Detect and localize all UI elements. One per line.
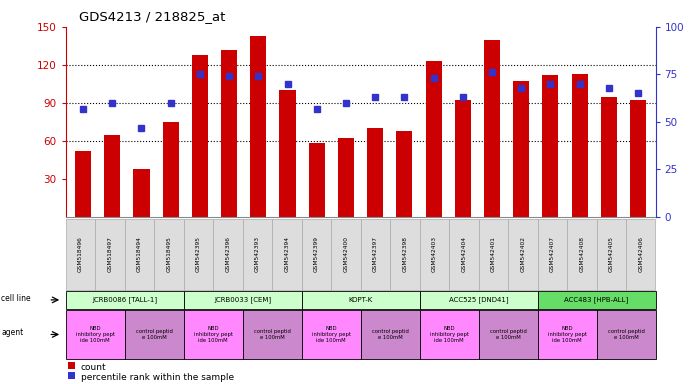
Text: percentile rank within the sample: percentile rank within the sample — [81, 372, 234, 382]
Text: JCRB0033 [CEM]: JCRB0033 [CEM] — [214, 296, 271, 303]
Text: GSM542396: GSM542396 — [226, 237, 230, 272]
Text: GSM542400: GSM542400 — [344, 237, 348, 272]
Text: GDS4213 / 218825_at: GDS4213 / 218825_at — [79, 10, 226, 23]
Bar — [426, 61, 442, 217]
Text: control peptid
e 100mM: control peptid e 100mM — [136, 329, 172, 340]
Text: control peptid
e 100mM: control peptid e 100mM — [254, 329, 290, 340]
Text: agent: agent — [1, 328, 23, 338]
Bar — [396, 131, 413, 217]
Bar — [571, 74, 588, 217]
Bar — [338, 138, 354, 217]
Text: NBD
inhibitory pept
ide 100mM: NBD inhibitory pept ide 100mM — [311, 326, 351, 343]
Bar — [221, 50, 237, 217]
Text: GSM518494: GSM518494 — [137, 237, 141, 272]
Bar — [455, 100, 471, 217]
Bar — [308, 144, 325, 217]
Text: GSM542402: GSM542402 — [520, 237, 525, 272]
Bar — [279, 90, 295, 217]
Text: ACC525 [DND41]: ACC525 [DND41] — [448, 296, 509, 303]
Bar — [601, 97, 617, 217]
Bar — [133, 169, 150, 217]
Text: GSM542405: GSM542405 — [609, 237, 613, 272]
Text: GSM542401: GSM542401 — [491, 237, 495, 272]
Text: GSM518496: GSM518496 — [78, 237, 83, 272]
Text: GSM542406: GSM542406 — [638, 237, 643, 272]
Bar — [367, 128, 383, 217]
Bar — [163, 122, 179, 217]
Text: JCRB0086 [TALL-1]: JCRB0086 [TALL-1] — [92, 296, 157, 303]
Bar — [630, 100, 646, 217]
Text: GSM542398: GSM542398 — [402, 237, 407, 272]
Bar — [75, 151, 91, 217]
Bar — [250, 36, 266, 217]
Bar — [484, 40, 500, 217]
Text: NBD
inhibitory pept
ide 100mM: NBD inhibitory pept ide 100mM — [429, 326, 469, 343]
Text: GSM542394: GSM542394 — [284, 237, 289, 272]
Text: cell line: cell line — [1, 294, 31, 303]
Text: GSM542407: GSM542407 — [550, 237, 555, 272]
Text: NBD
inhibitory pept
ide 100mM: NBD inhibitory pept ide 100mM — [75, 326, 115, 343]
Text: GSM542393: GSM542393 — [255, 237, 259, 272]
Text: GSM542404: GSM542404 — [462, 237, 466, 272]
Bar — [192, 55, 208, 217]
Text: GSM542403: GSM542403 — [432, 237, 437, 272]
Text: control peptid
e 100mM: control peptid e 100mM — [490, 329, 526, 340]
Text: control peptid
e 100mM: control peptid e 100mM — [372, 329, 408, 340]
Bar — [513, 81, 529, 217]
Text: GSM542399: GSM542399 — [314, 237, 319, 272]
Text: GSM542395: GSM542395 — [196, 237, 201, 272]
Text: GSM542408: GSM542408 — [580, 237, 584, 272]
Bar — [104, 135, 120, 217]
Text: KOPT-K: KOPT-K — [348, 297, 373, 303]
Text: count: count — [81, 362, 106, 372]
Text: GSM542397: GSM542397 — [373, 237, 377, 272]
Text: ACC483 [HPB-ALL]: ACC483 [HPB-ALL] — [564, 296, 629, 303]
Text: NBD
inhibitory pept
ide 100mM: NBD inhibitory pept ide 100mM — [193, 326, 233, 343]
Text: NBD
inhibitory pept
ide 100mM: NBD inhibitory pept ide 100mM — [547, 326, 586, 343]
Bar — [542, 75, 558, 217]
Text: GSM518497: GSM518497 — [108, 237, 112, 272]
Text: GSM518495: GSM518495 — [166, 237, 171, 272]
Text: control peptid
e 100mM: control peptid e 100mM — [608, 329, 644, 340]
